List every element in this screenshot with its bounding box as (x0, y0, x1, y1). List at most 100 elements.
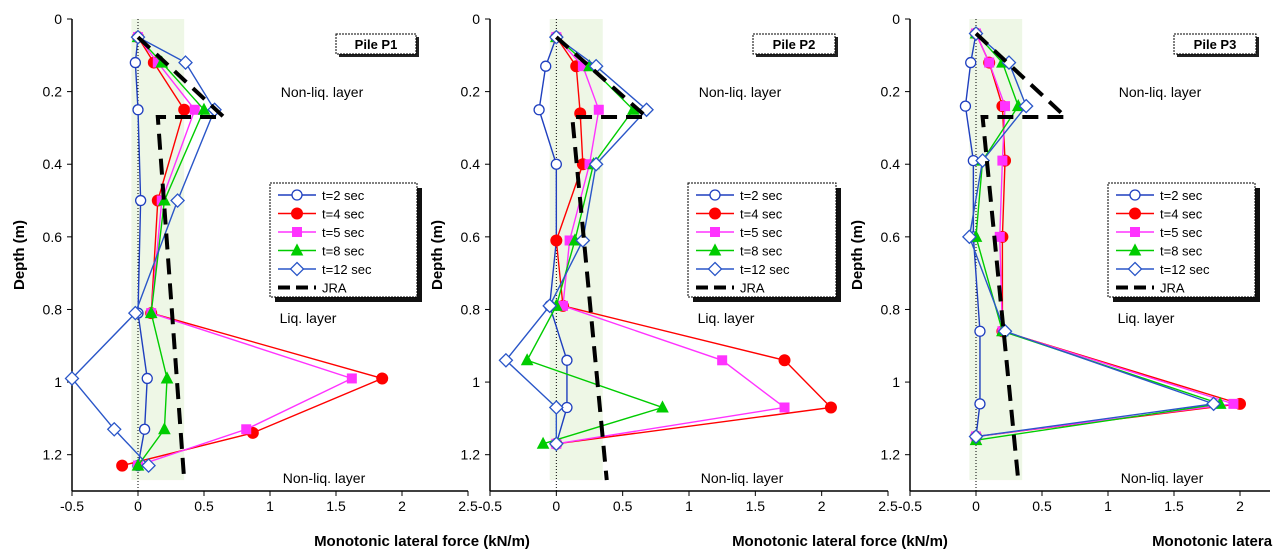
series-line (121, 36, 385, 467)
data-point (144, 306, 158, 319)
data-point (824, 401, 837, 414)
data-point (1129, 207, 1141, 220)
x-axis-title: Monotonic lateral force (kN/m) (314, 533, 530, 550)
legend-label: t=12 sec (1160, 262, 1210, 277)
panel-label-box (335, 33, 417, 55)
y-tick-label: 0.8 (881, 301, 901, 317)
legend-label: t=12 sec (740, 262, 790, 277)
series-line (136, 35, 229, 481)
data-point (536, 436, 550, 449)
data-point (520, 353, 534, 366)
y-tick-label: 1 (54, 374, 62, 390)
data-point (178, 103, 191, 116)
y-tick-label: 1.2 (43, 447, 63, 463)
data-point (1228, 398, 1239, 409)
layer-label: Non-liq. layer (1119, 84, 1202, 100)
legend-label: t=5 sec (1160, 225, 1203, 240)
layer-label: Liq. layer (1118, 310, 1175, 326)
data-point (129, 56, 142, 69)
x-tick-label: -0.5 (898, 498, 922, 514)
x-tick-label: 1 (1104, 498, 1112, 514)
legend-label: t=4 sec (740, 207, 783, 222)
y-tick-label: 0.6 (881, 229, 901, 245)
layer-label: Non-liq. layer (281, 84, 364, 100)
y-tick-label: 0 (892, 11, 900, 27)
x-tick-label: 0.5 (194, 498, 214, 514)
data-point (160, 371, 174, 384)
y-tick-label: 0.4 (461, 156, 481, 172)
data-point (974, 325, 986, 337)
y-tick-label: 1.2 (461, 447, 481, 463)
x-tick-label: 0 (552, 498, 560, 514)
legend-label: t=5 sec (322, 225, 365, 240)
data-point (779, 402, 790, 413)
x-axis-title: Monotonic lateral force (kN/m) (732, 533, 948, 550)
panel-label: Pile P3 (1194, 37, 1237, 52)
data-point (291, 207, 303, 220)
series-line (964, 33, 981, 437)
layer-label: Liq. layer (698, 310, 755, 326)
data-point (656, 400, 669, 413)
data-point (158, 422, 171, 435)
legend-label: JRA (322, 281, 347, 296)
data-point (710, 227, 720, 237)
y-tick-label: 0.2 (461, 84, 481, 100)
x-tick-label: 1.5 (1164, 498, 1184, 514)
x-tick-label: 1.5 (326, 498, 346, 514)
series-line (975, 33, 1221, 441)
y-tick-label: 0.4 (881, 156, 901, 172)
layer-label: Non-liq. layer (701, 470, 784, 486)
series-line (974, 32, 1071, 481)
x-tick-label: 1.5 (746, 498, 766, 514)
series-line (71, 36, 216, 467)
legend-label: t=8 sec (740, 244, 783, 259)
data-point (64, 371, 80, 386)
data-point (709, 189, 721, 201)
y-tick-label: 1 (892, 374, 900, 390)
data-point (189, 104, 200, 115)
x-tick-label: 0 (972, 498, 980, 514)
series-line (555, 35, 652, 481)
y-tick-label: 1 (472, 374, 480, 390)
data-point (961, 229, 977, 245)
y-tick-label: 0.2 (881, 84, 901, 100)
legend-label: t=2 sec (740, 188, 783, 203)
data-point (116, 459, 129, 472)
data-point (134, 194, 147, 207)
x-tick-label: 2.5 (878, 498, 898, 514)
data-point (289, 261, 305, 277)
data-point (708, 243, 722, 256)
panel-label-box (752, 33, 836, 55)
data-point (291, 189, 303, 201)
y-tick-label: 0.8 (43, 301, 63, 317)
legend-label: t=5 sec (740, 225, 783, 240)
data-point (290, 243, 304, 256)
data-point (241, 424, 252, 435)
data-point (550, 234, 563, 247)
panel-label: Pile P2 (773, 37, 816, 52)
legend-label: t=8 sec (322, 244, 365, 259)
data-point (974, 398, 986, 410)
legend-box (269, 182, 418, 298)
x-tick-label: 2 (818, 498, 826, 514)
data-point (346, 373, 357, 384)
data-point (141, 372, 153, 385)
data-point (588, 156, 604, 172)
data-point (158, 193, 171, 206)
x-tick-label: 1 (685, 498, 693, 514)
data-point (540, 60, 552, 72)
data-point (548, 436, 564, 452)
legend-label: t=4 sec (1160, 207, 1203, 222)
y-tick-label: 0.2 (43, 84, 63, 100)
data-point (498, 352, 514, 368)
data-point (1129, 189, 1141, 201)
x-tick-label: 1 (266, 498, 274, 514)
data-point (778, 354, 791, 367)
legend-label: t=12 sec (322, 262, 372, 277)
x-tick-label: 0.5 (613, 498, 633, 514)
data-point (968, 429, 984, 444)
data-point (132, 104, 144, 116)
y-tick-label: 0.6 (461, 229, 481, 245)
data-point (127, 305, 143, 321)
